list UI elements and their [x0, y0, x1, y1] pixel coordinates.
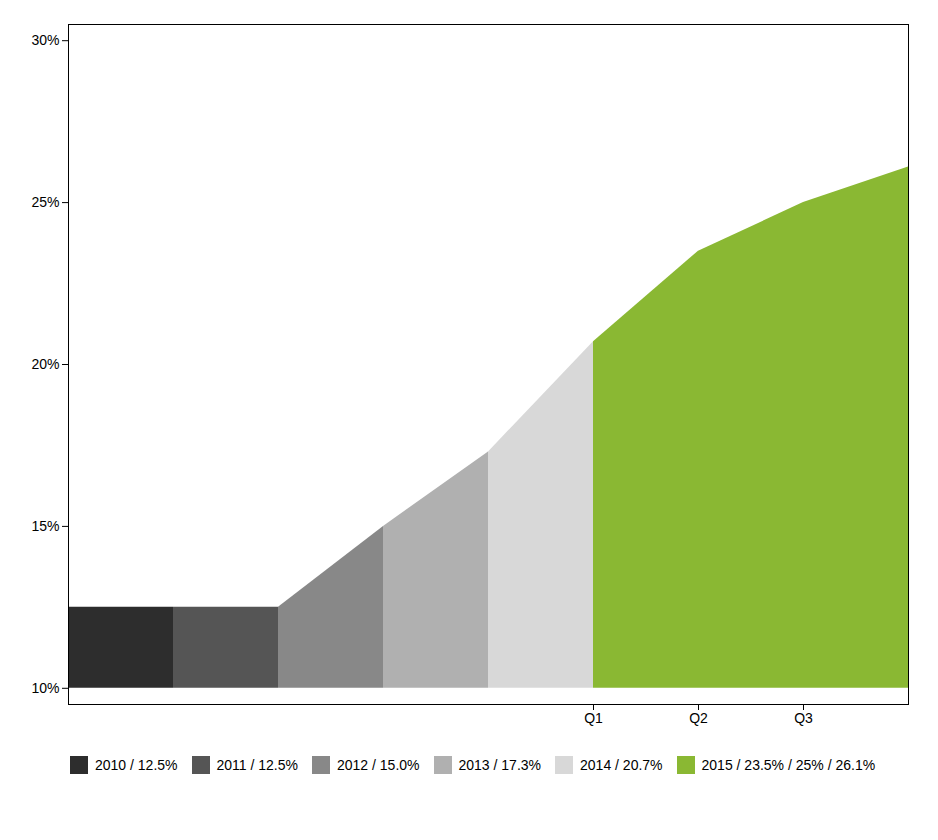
html-text:2014 / 20.7%: 2014 / 20.7% [580, 756, 663, 773]
svg-text:10%: 10% [31, 680, 59, 696]
svg-text:25%: 25% [31, 194, 59, 210]
svg-text:20%: 20% [31, 356, 59, 372]
html-text:2012 / 15.0%: 2012 / 15.0% [337, 756, 420, 773]
svg-text:Q1: Q1 [584, 710, 603, 726]
svg-text:15%: 15% [31, 518, 59, 534]
html-text:2011 / 12.5%: 2011 / 12.5% [216, 756, 298, 773]
html-text:2015 / 23.5% / 25% / 26.1%: 2015 / 23.5% / 25% / 26.1% [701, 756, 876, 773]
svg-text:Q3: Q3 [794, 710, 813, 726]
svg-text:Q2: Q2 [689, 710, 708, 726]
svg-text:30%: 30% [31, 32, 59, 48]
html-text:2010 / 12.5%: 2010 / 12.5% [95, 756, 178, 773]
html-text:2013 / 17.3%: 2013 / 17.3% [458, 756, 541, 773]
